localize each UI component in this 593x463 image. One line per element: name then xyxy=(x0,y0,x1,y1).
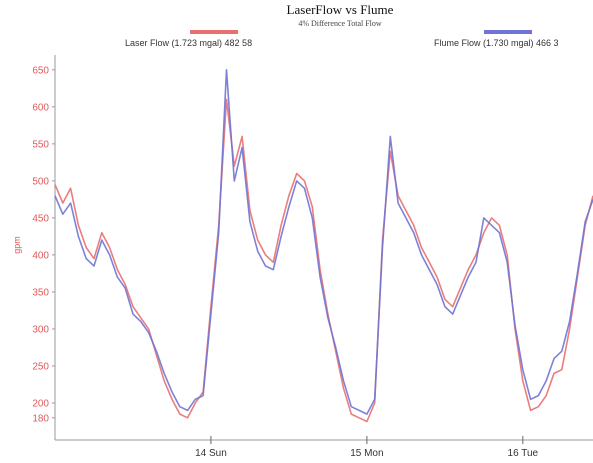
y-tick-label: 500 xyxy=(32,176,49,187)
legend-label-laser: Laser Flow (1.723 mgal) 482 58 xyxy=(125,38,252,48)
y-tick-label: 550 xyxy=(32,139,49,150)
y-tick-label: 400 xyxy=(32,250,49,261)
y-tick-label: 300 xyxy=(32,324,49,335)
series-line-1 xyxy=(54,69,593,415)
legend-label-flume: Flume Flow (1.730 mgal) 466 3 xyxy=(434,38,559,48)
series-line-0 xyxy=(54,98,593,423)
series-layer xyxy=(54,69,593,423)
y-tick-label: 650 xyxy=(32,65,49,76)
x-tick-label: 14 Sun xyxy=(195,448,227,459)
x-tick-label: 15 Mon xyxy=(350,448,383,459)
legend: Laser Flow (1.723 mgal) 482 58 Flume Flo… xyxy=(125,30,559,48)
y-tick-label: 450 xyxy=(32,213,49,224)
chart-title: LaserFlow vs Flume xyxy=(287,2,394,17)
y-tick-label: 600 xyxy=(32,102,49,113)
y-tick-label: 250 xyxy=(32,361,49,372)
y-tick-label: 350 xyxy=(32,287,49,298)
plot-area: 180 200 250 300 350 400 450 500 550 600 650 14 Sun… xyxy=(32,55,593,459)
x-tick-label: 16 Tue xyxy=(508,448,539,459)
y-axis-label: gpm xyxy=(12,236,22,254)
y-tick-label: 180 xyxy=(32,413,49,424)
y-tick-label: 200 xyxy=(32,398,49,409)
y-ticks: 180 200 250 300 350 400 450 500 550 600 650 xyxy=(32,65,55,424)
x-ticks: 14 Sun 15 Mon 16 Tue xyxy=(195,436,539,459)
chart-subtitle: 4% Difference Total Flow xyxy=(298,19,382,28)
